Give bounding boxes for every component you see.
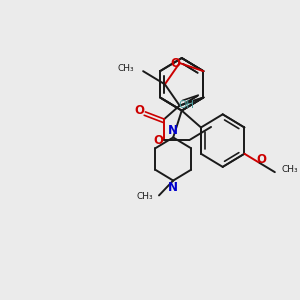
Text: CH₃: CH₃ (118, 64, 135, 73)
Text: O: O (153, 134, 163, 147)
Text: CH₃: CH₃ (282, 165, 298, 174)
Text: OH: OH (178, 100, 194, 110)
Text: O: O (256, 153, 266, 166)
Text: CH₃: CH₃ (137, 192, 153, 201)
Text: N: N (168, 124, 178, 137)
Text: N: N (168, 181, 178, 194)
Text: O: O (135, 104, 145, 117)
Text: O: O (170, 56, 180, 70)
